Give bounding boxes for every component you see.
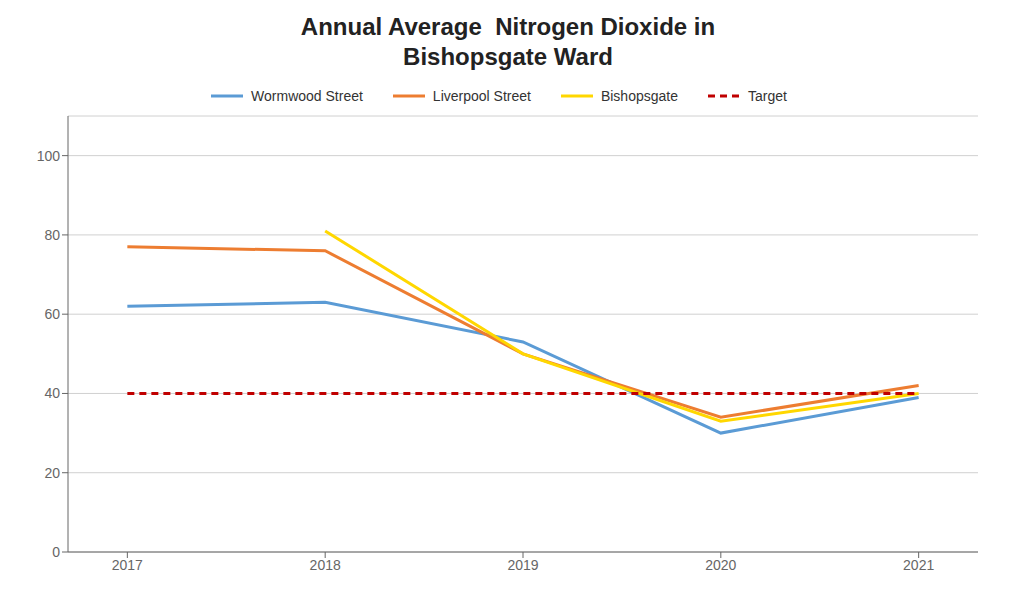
svg-text:60: 60: [44, 306, 60, 322]
svg-text:100: 100: [37, 148, 61, 164]
svg-text:2018: 2018: [310, 557, 341, 573]
svg-text:2017: 2017: [112, 557, 143, 573]
html-text:Target: Target: [748, 88, 787, 104]
svg-text:40: 40: [44, 385, 60, 401]
svg-text:2019: 2019: [507, 557, 538, 573]
svg-text:2021: 2021: [903, 557, 934, 573]
html-text:Bishopsgate: Bishopsgate: [600, 88, 678, 104]
html-text:Annual Average Nitrogen Dioxid: Annual Average Nitrogen Dioxide in: [300, 13, 716, 40]
html-text:Liverpool Street: Liverpool Street: [432, 88, 531, 104]
svg-text:80: 80: [44, 227, 60, 243]
html-text:Bishopsgate Ward: Bishopsgate Ward: [403, 43, 613, 70]
svg-text:20: 20: [44, 465, 60, 481]
html-text:Wormwood Street: Wormwood Street: [251, 88, 363, 104]
svg-text:2020: 2020: [705, 557, 736, 573]
svg-text:0: 0: [52, 544, 60, 560]
